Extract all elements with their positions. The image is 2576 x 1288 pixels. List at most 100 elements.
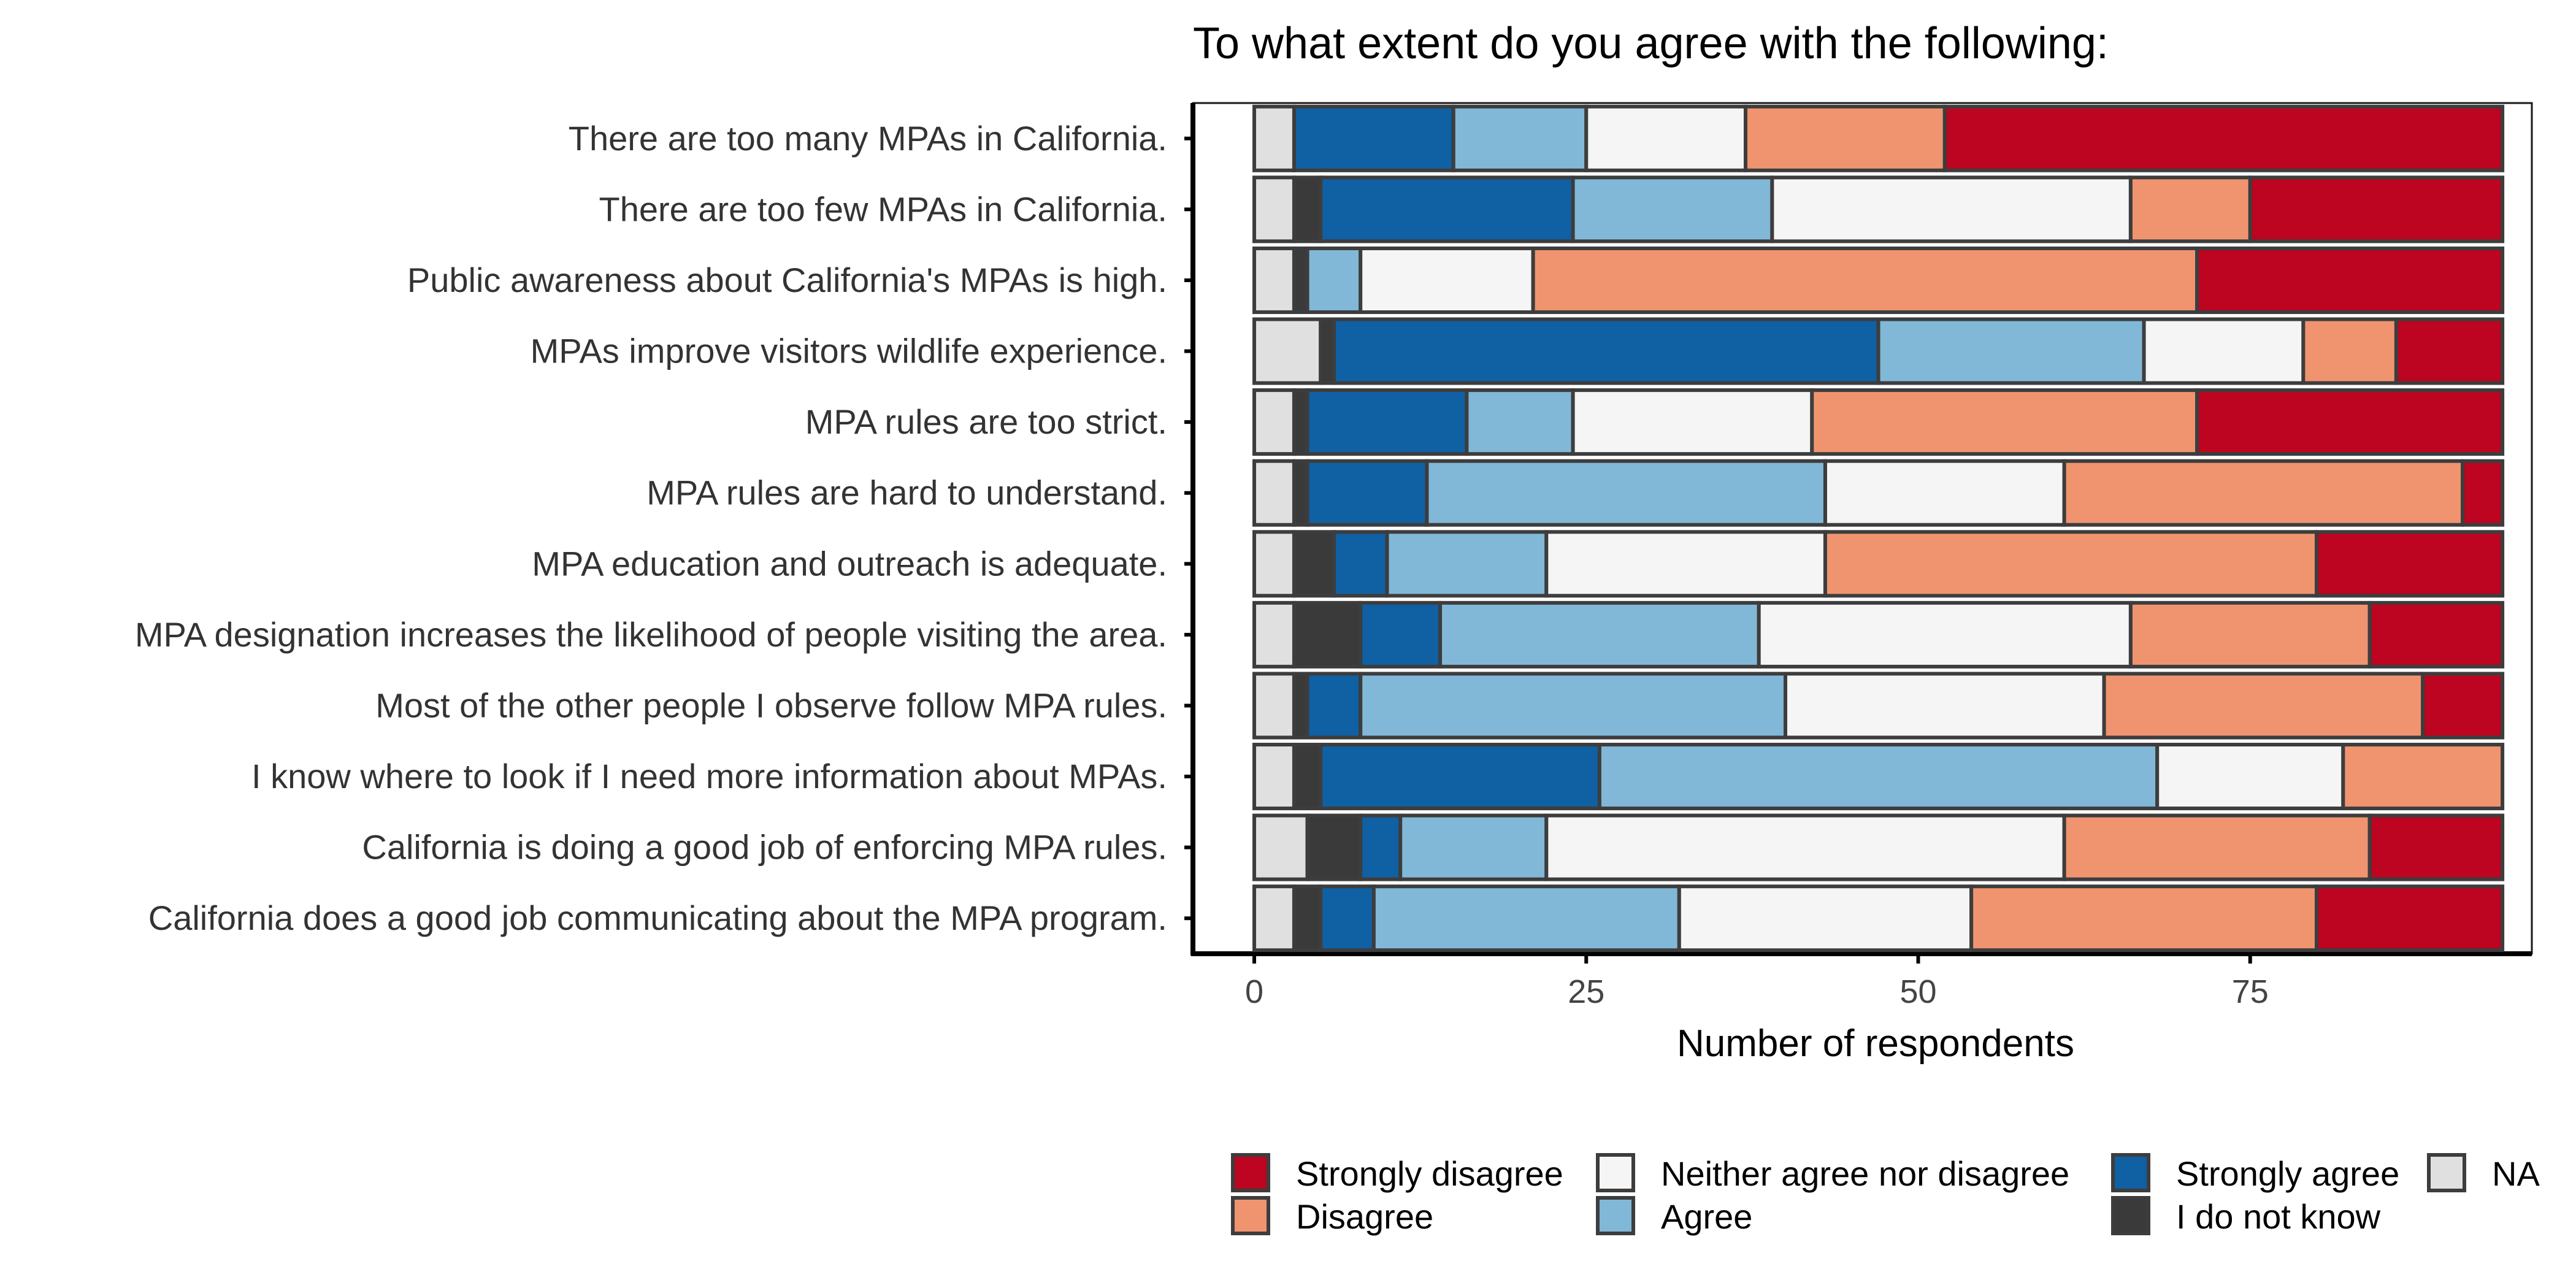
x-tick-label: 25 [1568,973,1604,1010]
x-tick-label: 50 [1899,973,1936,1010]
bar-i-do-not-know-11 [1305,813,1363,881]
bar-agree-7 [1385,530,1549,598]
bar-strongly-disagree-4 [2394,317,2505,385]
bar-disagree-8 [2128,600,2372,669]
bar-strongly-disagree-2 [2248,175,2505,243]
bar-neither-agree-nor-disagree-12 [1677,884,1974,953]
bar-i-do-not-know-5 [1292,388,1309,456]
bar-strongly-agree-11 [1359,813,1403,881]
bar-agree-10 [1597,743,2160,811]
legend-label: Agree [1661,1197,1752,1236]
bar-strongly-agree-8 [1359,600,1443,669]
bar-agree-12 [1371,884,1681,953]
bar-neither-agree-nor-disagree-5 [1571,388,1814,456]
bar-strongly-agree-5 [1305,388,1469,456]
bar-agree-9 [1359,672,1787,740]
bar-na-10 [1252,743,1296,811]
bar-na-2 [1252,175,1296,243]
bar-i-do-not-know-7 [1292,530,1336,598]
legend-item-strongly-agree: Strongly agree [2111,1153,2399,1193]
category-label: MPA rules are hard to understand. [646,473,1167,512]
bar-agree-2 [1571,175,1774,243]
bar-strongly-disagree-6 [2461,459,2505,527]
bar-strongly-disagree-7 [2315,530,2505,598]
bar-strongly-disagree-12 [2315,884,2505,953]
legend-swatch [1231,1196,1270,1235]
category-label: There are too few MPAs in California. [599,190,1167,228]
bar-disagree-2 [2128,175,2252,243]
bar-neither-agree-nor-disagree-1 [1584,104,1748,172]
bar-agree-1 [1451,104,1589,172]
x-tick-label: 0 [1245,973,1263,1010]
legend-label: Disagree [1296,1197,1433,1236]
bar-na-9 [1252,672,1296,740]
category-label: I know where to look if I need more info… [251,757,1167,795]
bar-na-12 [1252,884,1296,953]
bar-strongly-disagree-8 [2367,600,2505,669]
bar-disagree-11 [2062,813,2372,881]
legend-label: Strongly disagree [1296,1154,1563,1193]
bar-disagree-4 [2301,317,2398,385]
bar-strongly-disagree-11 [2367,813,2505,881]
legend-swatch [1596,1196,1635,1235]
legend-swatch [2111,1153,2150,1192]
bar-i-do-not-know-8 [1292,600,1363,669]
legend-label: Neither agree nor disagree [1661,1154,2069,1193]
bar-disagree-5 [1810,388,2199,456]
bar-i-do-not-know-2 [1292,175,1323,243]
legend-swatch [2427,1153,2466,1192]
bar-agree-5 [1465,388,1575,456]
bar-segments [1252,104,2505,953]
category-label: MPA education and outreach is adequate. [532,544,1167,583]
legend-swatch [1231,1153,1270,1192]
bar-agree-3 [1305,246,1363,314]
bar-disagree-6 [2062,459,2465,527]
legend-label: I do not know [2176,1197,2381,1236]
x-axis: 0 25 50 75 [1245,954,2269,1010]
category-label: California does a good job communicating… [148,899,1167,937]
bar-neither-agree-nor-disagree-9 [1784,672,2106,740]
bar-disagree-1 [1744,104,1947,172]
bar-i-do-not-know-12 [1292,884,1323,953]
bar-strongly-disagree-9 [2421,672,2505,740]
legend-item-disagree: Disagree [1231,1196,1433,1236]
bar-strongly-agree-4 [1332,317,1880,385]
bar-disagree-10 [2341,743,2505,811]
legend-item-agree: Agree [1596,1196,1752,1236]
bar-neither-agree-nor-disagree-2 [1770,175,2133,243]
bar-na-4 [1252,317,1323,385]
bar-neither-agree-nor-disagree-3 [1359,246,1535,314]
bar-agree-6 [1425,459,1827,527]
bar-strongly-agree-6 [1305,459,1429,527]
bar-i-do-not-know-10 [1292,743,1323,811]
bar-i-do-not-know-6 [1292,459,1309,527]
legend: Strongly disagree Disagree Neither agree n… [1231,1153,2540,1236]
legend-swatch [2111,1196,2150,1235]
bar-neither-agree-nor-disagree-6 [1823,459,2066,527]
bar-na-1 [1252,104,1296,172]
bar-disagree-3 [1531,246,2199,314]
bar-neither-agree-nor-disagree-4 [2142,317,2306,385]
bar-agree-11 [1398,813,1549,881]
legend-label: Strongly agree [2176,1154,2399,1193]
bar-neither-agree-nor-disagree-8 [1757,600,2133,669]
legend-item-i-do-not-know: I do not know [2111,1196,2381,1236]
bar-i-do-not-know-9 [1292,672,1309,740]
category-label: Most of the other people I observe follo… [375,686,1167,724]
bar-agree-8 [1438,600,1761,669]
bar-strongly-agree-7 [1332,530,1389,598]
chart-title: To what extent do you agree with the fol… [1193,19,2109,68]
category-labels: There are too many MPAs in California. Th… [135,119,1193,937]
bar-neither-agree-nor-disagree-11 [1544,813,2066,881]
bar-neither-agree-nor-disagree-7 [1544,530,1827,598]
bar-strongly-agree-10 [1319,743,1601,811]
bar-strongly-agree-2 [1319,175,1575,243]
category-label: MPAs improve visitors wildlife experienc… [531,332,1167,370]
legend-swatch [1596,1153,1635,1192]
bar-neither-agree-nor-disagree-10 [2155,743,2345,811]
bar-na-8 [1252,600,1296,669]
bar-strongly-agree-1 [1292,104,1455,172]
bar-na-11 [1252,813,1309,881]
bar-na-3 [1252,246,1296,314]
bar-strongly-agree-9 [1305,672,1363,740]
